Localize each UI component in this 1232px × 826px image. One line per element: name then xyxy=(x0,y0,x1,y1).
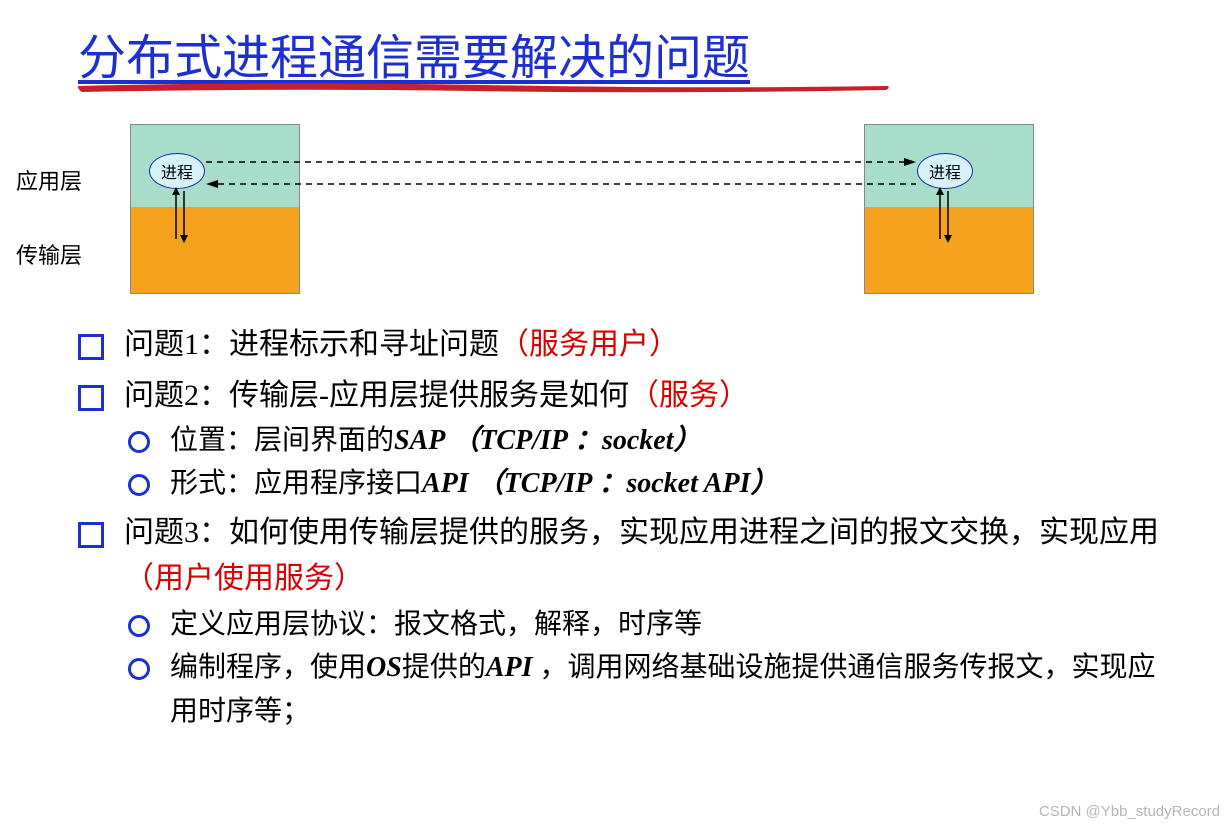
slide-title: 分布式进程通信需要解决的问题 xyxy=(78,18,750,88)
bullet-q3-sub2: 编制程序，使用OS提供的API ，调用网络基础设施提供通信服务传报文，实现应用时… xyxy=(124,646,1172,733)
q2-text: 问题2：传输层-应用层提供服务是如何 xyxy=(124,379,629,412)
q2s2b: API （TCP/IP ：socket API） xyxy=(422,468,778,499)
bullet-q3: 问题3：如何使用传输层提供的服务，实现应用进程之间的报文交换，实现应用 （用户使用… xyxy=(78,510,1172,603)
q3s1: 定义应用层协议：报文格式，解释，时序等 xyxy=(170,609,702,640)
layer-diagram: 应用层 传输层 进程 进程 xyxy=(0,124,1232,304)
bullet-q1: 问题1：进程标示和寻址问题（服务用户） xyxy=(78,322,1172,369)
left-host-box: 进程 xyxy=(130,124,300,294)
q2s2a: 形式：应用程序接口 xyxy=(170,468,422,499)
q3s2b: OS xyxy=(366,652,402,683)
q3s2d: API xyxy=(486,652,540,683)
bullet-q2: 问题2：传输层-应用层提供服务是如何（服务） xyxy=(78,373,1172,420)
q2s1a: 位置：层间界面的 xyxy=(170,425,394,456)
left-vertical-arrows xyxy=(171,187,189,243)
left-transport-layer xyxy=(131,207,299,293)
bullet-q2-sub2: 形式：应用程序接口API （TCP/IP ：socket API） xyxy=(124,462,1172,505)
bullet-q3-sub1: 定义应用层协议：报文格式，解释，时序等 xyxy=(124,603,1172,646)
right-process-ellipse: 进程 xyxy=(917,153,973,189)
content-area: 问题1：进程标示和寻址问题（服务用户） 问题2：传输层-应用层提供服务是如何（服… xyxy=(78,318,1172,733)
red-underline xyxy=(74,80,894,96)
left-process-label: 进程 xyxy=(161,159,193,183)
q2-red: （服务） xyxy=(629,379,749,412)
q3s2c: 提供的 xyxy=(402,652,486,683)
label-app-layer: 应用层 xyxy=(16,164,82,196)
horizontal-arrows xyxy=(206,156,916,196)
slide-title-wrap: 分布式进程通信需要解决的问题 xyxy=(78,18,750,88)
q1-red: （服务用户） xyxy=(499,328,679,361)
q2s1b: SAP （TCP/IP ：socket） xyxy=(394,425,701,456)
right-host-box: 进程 xyxy=(864,124,1034,294)
q3s2a: 编制程序，使用 xyxy=(170,652,366,683)
left-process-ellipse: 进程 xyxy=(149,153,205,189)
label-transport-layer: 传输层 xyxy=(16,238,82,270)
right-vertical-arrows xyxy=(935,187,953,243)
watermark: CSDN @Ybb_studyRecord xyxy=(1039,803,1220,820)
q3-red: （用户使用服务） xyxy=(124,562,364,595)
bullet-q2-sub1: 位置：层间界面的SAP （TCP/IP ：socket） xyxy=(124,419,1172,462)
right-process-label: 进程 xyxy=(929,159,961,183)
q1-text: 问题1：进程标示和寻址问题 xyxy=(124,328,499,361)
q3-text: 问题3：如何使用传输层提供的服务，实现应用进程之间的报文交换，实现应用 xyxy=(124,516,1159,549)
